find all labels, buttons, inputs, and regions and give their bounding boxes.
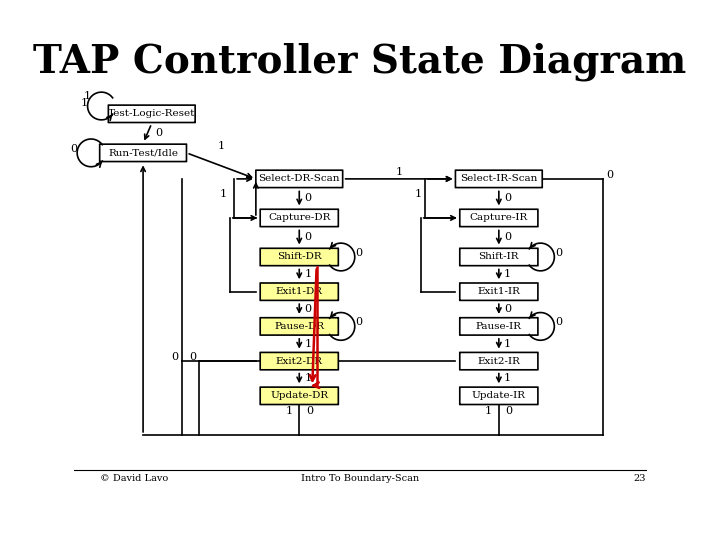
- FancyBboxPatch shape: [256, 170, 343, 187]
- FancyBboxPatch shape: [456, 170, 542, 187]
- Text: Exit2-DR: Exit2-DR: [276, 356, 323, 366]
- Text: 0: 0: [555, 317, 562, 327]
- Text: 1: 1: [504, 374, 511, 383]
- Text: 0: 0: [504, 193, 511, 204]
- Text: 0: 0: [505, 407, 513, 416]
- Text: 0: 0: [171, 352, 179, 362]
- Text: 1: 1: [220, 189, 228, 199]
- FancyBboxPatch shape: [460, 387, 538, 404]
- Text: Exit1-IR: Exit1-IR: [477, 287, 521, 296]
- Text: 1: 1: [305, 339, 312, 349]
- Text: Shift-IR: Shift-IR: [479, 253, 519, 261]
- Text: 0: 0: [70, 144, 77, 154]
- Text: 1: 1: [84, 91, 91, 102]
- FancyBboxPatch shape: [460, 209, 538, 227]
- Text: 1: 1: [305, 269, 312, 279]
- Text: Exit2-IR: Exit2-IR: [477, 356, 521, 366]
- Text: © David Lavo: © David Lavo: [99, 474, 168, 483]
- Text: 0: 0: [306, 407, 313, 416]
- Text: 1: 1: [305, 374, 312, 383]
- Text: Capture-DR: Capture-DR: [268, 213, 330, 222]
- Text: Update-IR: Update-IR: [472, 392, 526, 400]
- FancyBboxPatch shape: [460, 318, 538, 335]
- FancyBboxPatch shape: [460, 248, 538, 266]
- Text: 0: 0: [504, 232, 511, 242]
- Text: 0: 0: [555, 248, 562, 258]
- Text: 0: 0: [356, 248, 363, 258]
- FancyBboxPatch shape: [460, 353, 538, 370]
- Text: Select-IR-Scan: Select-IR-Scan: [460, 174, 538, 184]
- FancyBboxPatch shape: [99, 144, 186, 161]
- Text: 1: 1: [395, 167, 402, 177]
- Text: Pause-DR: Pause-DR: [274, 322, 324, 331]
- FancyBboxPatch shape: [260, 209, 338, 227]
- Text: TAP Controller State Diagram: TAP Controller State Diagram: [33, 43, 687, 81]
- Text: 0: 0: [155, 129, 162, 138]
- Text: Exit1-DR: Exit1-DR: [276, 287, 323, 296]
- FancyBboxPatch shape: [460, 283, 538, 300]
- Text: 1: 1: [415, 189, 422, 199]
- Text: Intro To Boundary-Scan: Intro To Boundary-Scan: [301, 474, 419, 483]
- Text: 0: 0: [305, 232, 312, 242]
- FancyBboxPatch shape: [108, 105, 195, 123]
- Text: 0: 0: [305, 304, 312, 314]
- Text: 1: 1: [285, 407, 292, 416]
- Text: 1: 1: [504, 339, 511, 349]
- Text: 0: 0: [504, 304, 511, 314]
- FancyBboxPatch shape: [260, 318, 338, 335]
- Text: Run-Test/Idle: Run-Test/Idle: [108, 148, 178, 157]
- FancyBboxPatch shape: [260, 353, 338, 370]
- Text: 0: 0: [606, 170, 613, 180]
- Text: 23: 23: [634, 474, 647, 483]
- Text: Test-Logic-Reset: Test-Logic-Reset: [108, 109, 195, 118]
- Text: 1: 1: [81, 98, 88, 107]
- Text: 1: 1: [504, 269, 511, 279]
- Text: Capture-IR: Capture-IR: [469, 213, 528, 222]
- FancyBboxPatch shape: [260, 387, 338, 404]
- Text: Update-DR: Update-DR: [270, 392, 328, 400]
- Text: 1: 1: [217, 141, 225, 151]
- Text: 0: 0: [356, 317, 363, 327]
- FancyBboxPatch shape: [260, 283, 338, 300]
- FancyBboxPatch shape: [260, 248, 338, 266]
- Text: Shift-DR: Shift-DR: [277, 253, 322, 261]
- Text: Select-DR-Scan: Select-DR-Scan: [258, 174, 340, 184]
- Text: Pause-IR: Pause-IR: [476, 322, 522, 331]
- Text: 1: 1: [485, 407, 492, 416]
- Text: 0: 0: [189, 352, 196, 362]
- Text: 0: 0: [305, 193, 312, 204]
